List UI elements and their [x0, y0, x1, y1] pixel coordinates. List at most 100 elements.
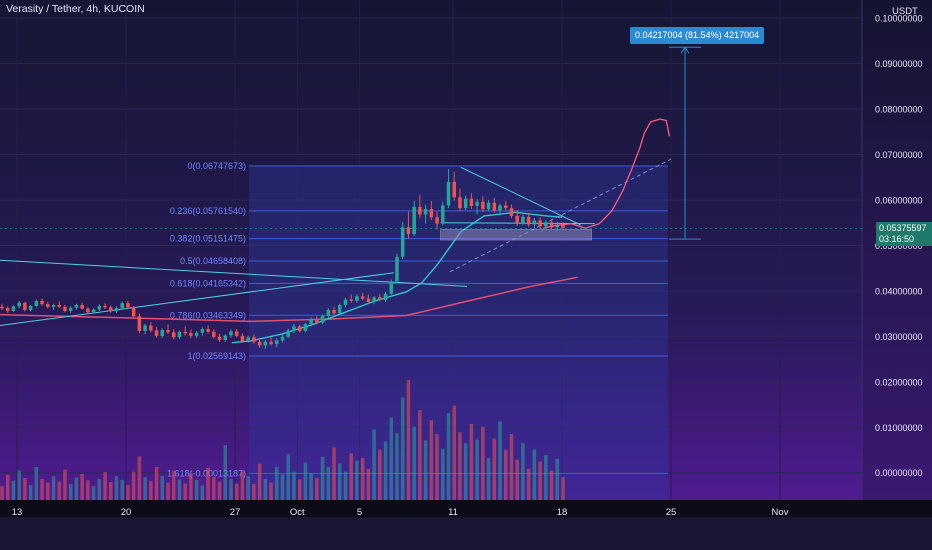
fib-level-label: 0.5(0.04658408) — [180, 256, 246, 266]
candle-body — [498, 205, 502, 211]
candle-body — [538, 220, 542, 227]
volume-bar — [131, 471, 136, 500]
volume-bar — [446, 412, 451, 500]
volume-bar — [463, 443, 468, 500]
volume-bar — [149, 481, 153, 500]
candle-body — [521, 216, 525, 224]
consolidation-box[interactable] — [440, 229, 592, 241]
volume-bar — [17, 470, 21, 500]
fib-level-label: 0.786(0.03463349) — [170, 310, 246, 320]
volume-bar — [91, 486, 96, 500]
volume-bar — [286, 454, 290, 500]
candle-body — [315, 319, 319, 323]
projection-sketch[interactable] — [543, 118, 671, 229]
volume-bar — [223, 445, 228, 500]
fib-level-label: 1(0.02569143) — [187, 351, 246, 361]
candle-body — [97, 305, 102, 310]
candle-body — [120, 303, 124, 309]
slow-moving-average[interactable] — [0, 276, 578, 323]
candle-body — [303, 324, 308, 331]
y-tick-label: 0.06000000 — [875, 196, 923, 206]
volume-bar — [435, 434, 439, 500]
x-tick-label: 18 — [557, 507, 568, 518]
y-tick-label: 0.03000000 — [875, 332, 923, 342]
candle-body — [17, 302, 21, 307]
volume-bar — [343, 471, 348, 500]
candle-body — [154, 330, 159, 336]
candle-body — [532, 220, 537, 225]
volume-bar — [366, 468, 371, 500]
candle-body — [183, 331, 187, 334]
candle-body — [63, 306, 67, 311]
volume-bar — [406, 380, 411, 500]
y-tick-label: 0.08000000 — [875, 105, 923, 115]
x-tick-label: Oct — [290, 507, 305, 518]
candle-body — [286, 330, 290, 337]
candle-body — [263, 341, 268, 346]
volume-bar — [303, 462, 308, 500]
y-tick-label: 0.02000000 — [875, 377, 923, 387]
candle-body — [441, 205, 445, 224]
fib-level-label: 0.618(0.04165342) — [170, 278, 246, 288]
volume-bar — [0, 486, 4, 500]
candle-body — [378, 297, 382, 300]
volume-bar — [320, 456, 325, 500]
volume-bar — [521, 443, 525, 500]
candle-body — [526, 216, 531, 225]
price-axis-background — [862, 0, 932, 550]
candle-body — [366, 298, 371, 302]
fib-level-label: 0.382(0.05151475) — [170, 234, 246, 244]
candle-body — [57, 305, 62, 307]
volume-bar — [337, 463, 342, 500]
candle-body — [355, 296, 359, 301]
volume-bar — [526, 468, 531, 500]
candle-body — [246, 337, 250, 341]
candle-body — [171, 332, 176, 338]
volume-bar — [229, 478, 233, 500]
volume-bar — [154, 467, 159, 500]
volume-bar — [160, 475, 165, 500]
fib-level-label: 0.236(0.05761540) — [170, 206, 246, 216]
candle-body — [177, 331, 182, 338]
volume-bar — [200, 485, 205, 500]
candle-body — [68, 307, 73, 311]
projection-line[interactable] — [449, 158, 672, 273]
volume-bar — [97, 478, 102, 500]
candle-body — [114, 308, 119, 311]
y-tick-label: 0.01000000 — [875, 423, 923, 433]
volume-bar — [40, 478, 44, 500]
candle-body — [446, 181, 451, 206]
trendline[interactable] — [0, 272, 394, 328]
candle-body — [269, 341, 273, 345]
candle-body — [149, 325, 153, 331]
candle-body — [200, 329, 205, 333]
volume-bar — [34, 467, 39, 500]
y-tick-label: 0.10000000 — [875, 14, 923, 24]
volume-bar — [86, 480, 90, 500]
measure-arrow-head — [680, 46, 690, 54]
candle-body — [452, 181, 456, 198]
candle-body — [515, 215, 519, 224]
trendline[interactable] — [460, 166, 581, 226]
candle-body — [74, 305, 79, 308]
volume-bar — [503, 449, 508, 500]
volume-bar — [292, 471, 296, 500]
volume-bar — [46, 482, 50, 500]
volume-bar — [171, 470, 176, 500]
fib-level-label: 0(0.06747673) — [187, 161, 246, 171]
volume-bar — [441, 448, 445, 500]
candle-body — [275, 340, 279, 345]
volume-bar — [74, 477, 79, 500]
candle-body — [217, 336, 222, 340]
volume-bar — [538, 461, 542, 500]
volume-bar — [120, 479, 124, 500]
y-tick-label: 0.07000000 — [875, 150, 923, 160]
candle-body — [544, 222, 548, 227]
volume-bar — [378, 449, 382, 500]
volume-bar — [561, 477, 565, 500]
volume-bar — [400, 397, 405, 500]
candle-body — [549, 222, 554, 228]
trendline[interactable] — [0, 259, 468, 287]
x-tick-label: 5 — [357, 507, 362, 518]
